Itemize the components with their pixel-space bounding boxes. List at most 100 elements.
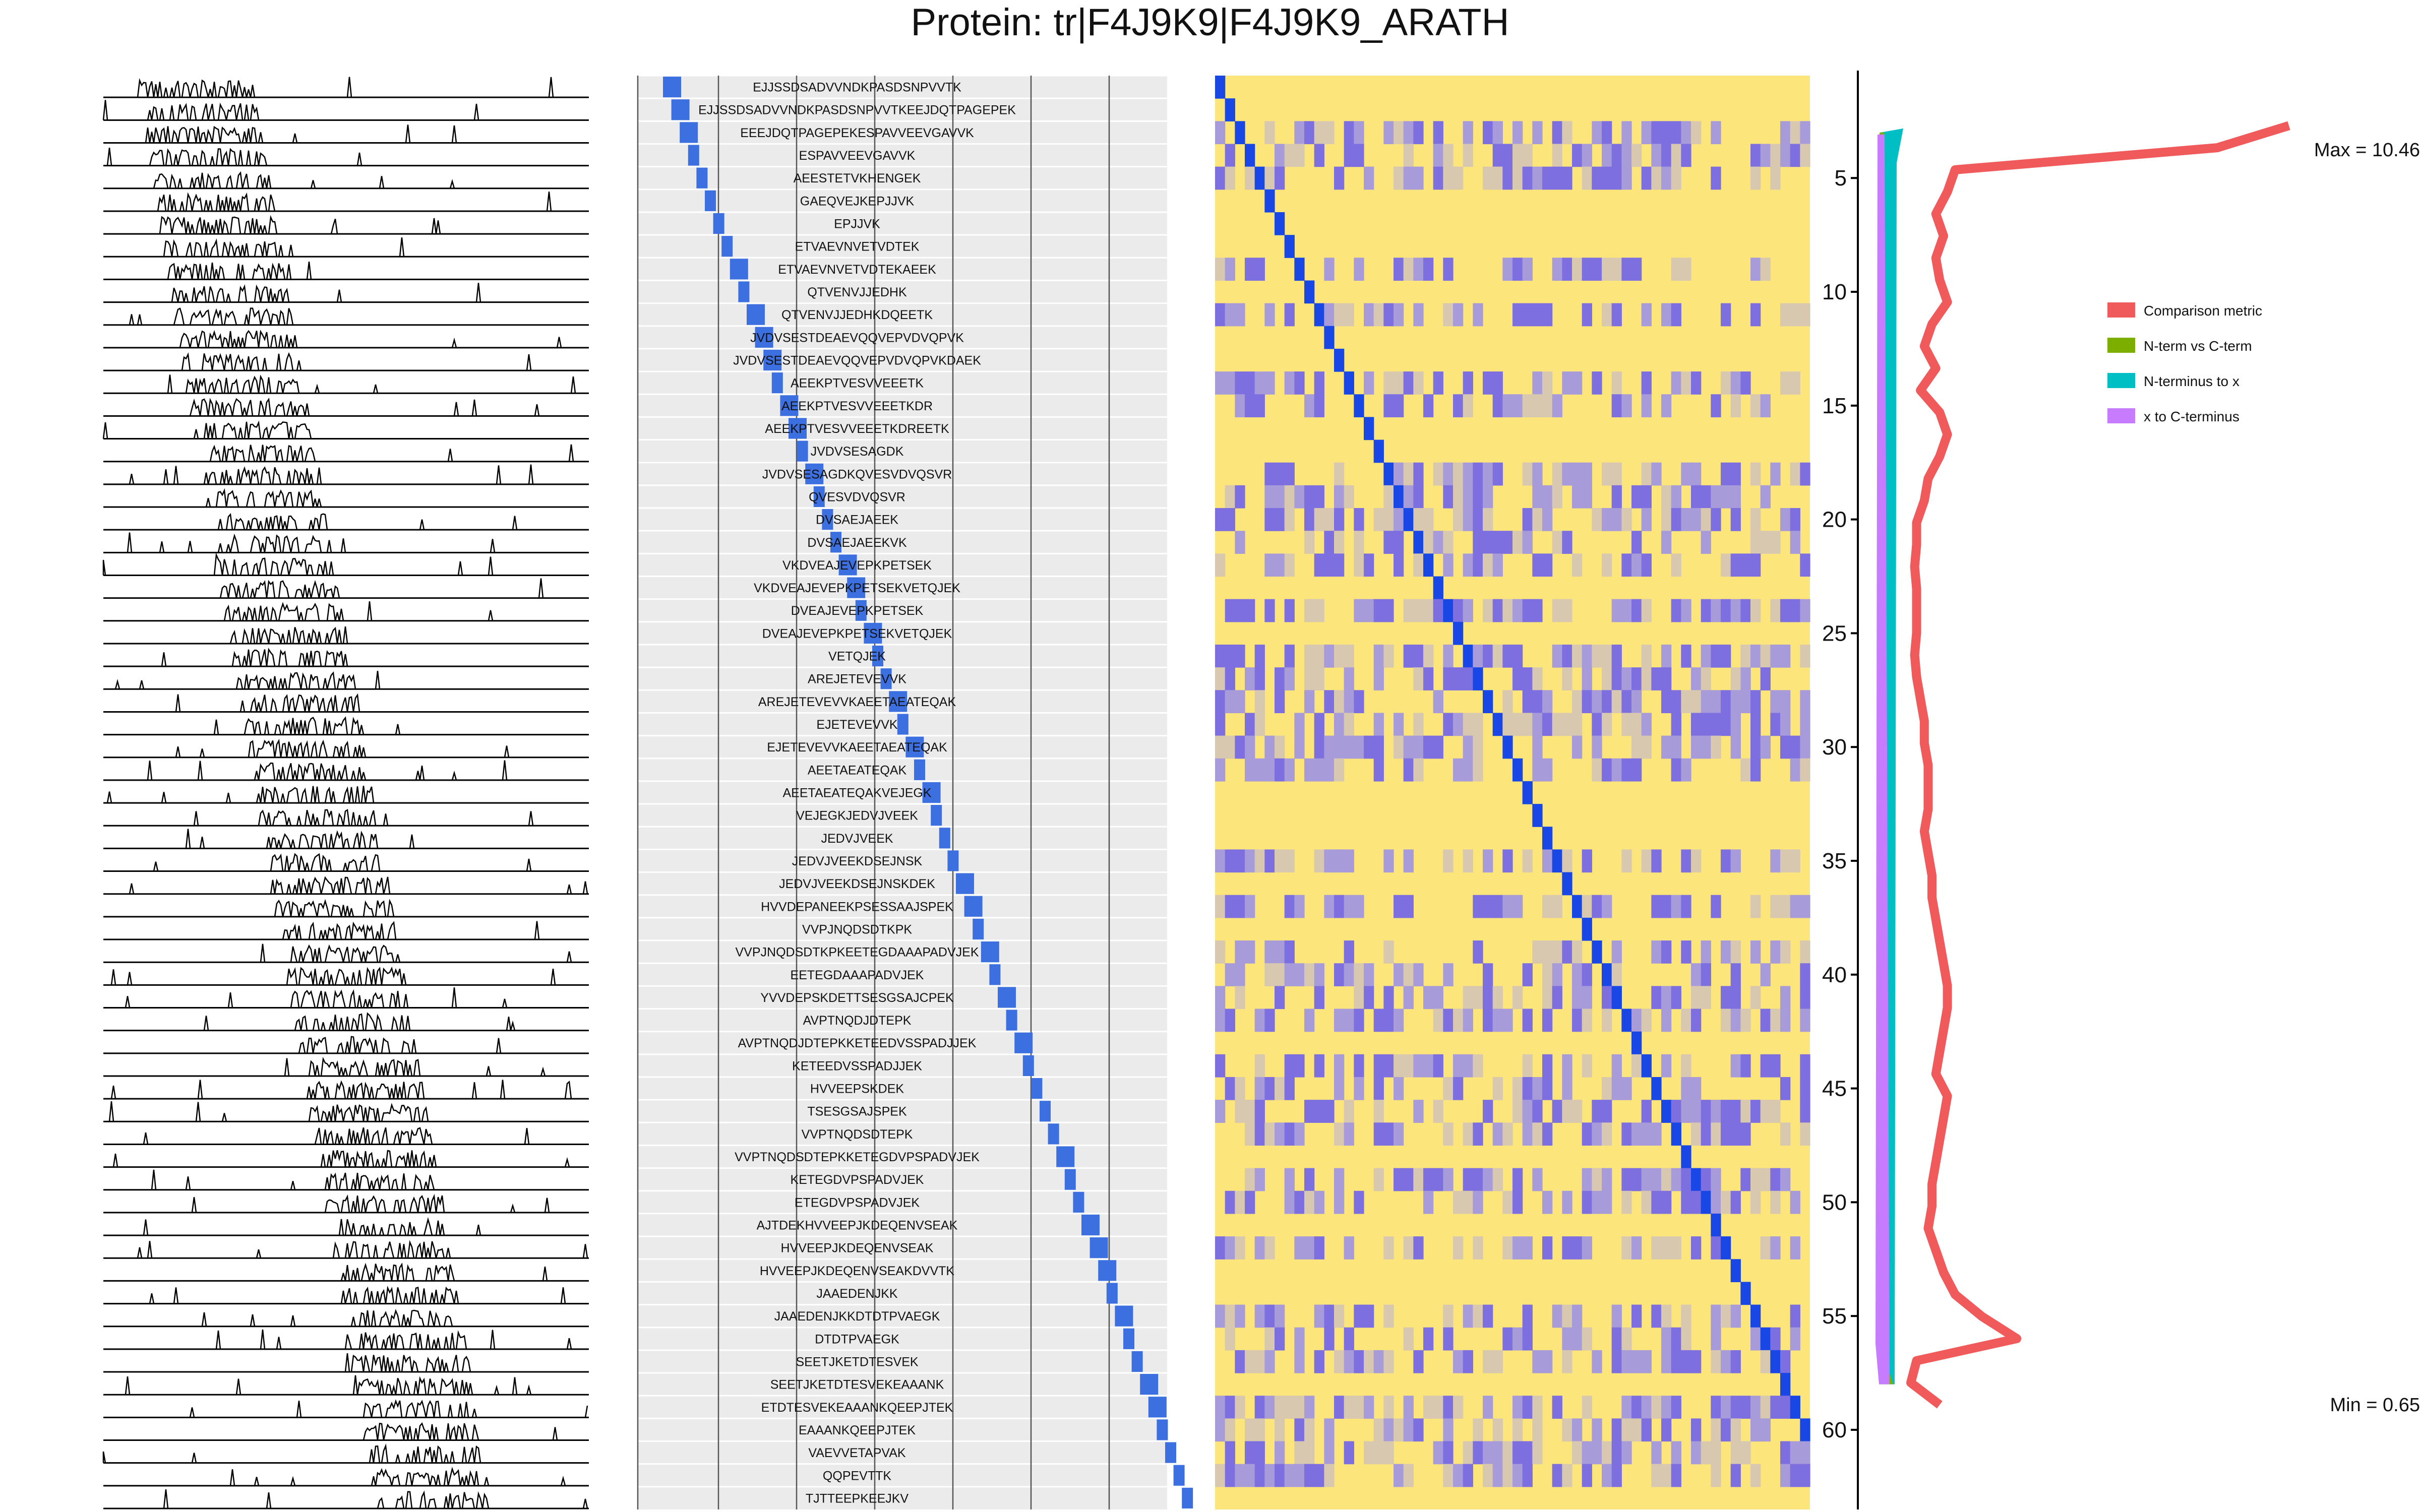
heatmap-cell — [1592, 1100, 1602, 1123]
heatmap-cell — [1394, 1054, 1404, 1078]
heatmap-cell — [1403, 986, 1414, 1010]
heatmap-cell — [1681, 599, 1691, 622]
heatmap-cell — [1572, 1009, 1583, 1032]
heatmap-cell — [1264, 508, 1275, 531]
heatmap-cell — [1364, 986, 1374, 1010]
heatmap-cell — [1661, 1236, 1672, 1259]
heatmap-cell — [1562, 1464, 1572, 1487]
heatmap-cell — [1681, 1009, 1691, 1032]
heatmap-cell — [1433, 371, 1443, 395]
heatmap-cell — [1284, 1190, 1295, 1214]
heatmap-cell — [1641, 371, 1652, 395]
heatmap-cell — [1304, 1009, 1315, 1032]
heatmap-cell — [1681, 1145, 1691, 1169]
peptide-coverage-bar — [947, 850, 959, 871]
heatmap-cell — [1800, 940, 1810, 964]
heatmap-cell — [1334, 1009, 1345, 1032]
heatmap-cell — [1334, 849, 1345, 873]
heatmap-cell — [1492, 462, 1503, 486]
heatmap-cell — [1413, 735, 1424, 759]
heatmap-cell — [1661, 1350, 1672, 1373]
heatmap-cell — [1383, 849, 1394, 873]
heatmap-cell — [1334, 735, 1345, 759]
heatmap-cell — [1463, 1009, 1473, 1032]
heatmap-cell — [1225, 1009, 1235, 1032]
heatmap-cell — [1314, 1236, 1324, 1259]
heatmap-cell — [1721, 1396, 1731, 1419]
heatmap-cell — [1245, 895, 1255, 918]
heatmap-cell — [1225, 303, 1235, 327]
heatmap-cell — [1621, 758, 1632, 782]
heatmap-cell — [1721, 644, 1731, 668]
heatmap-cell — [1502, 735, 1513, 759]
heatmap-cell — [1760, 1009, 1771, 1032]
heatmap-cell — [1760, 485, 1771, 509]
heatmap-cell — [1492, 713, 1503, 736]
heatmap-cell — [1473, 1236, 1483, 1259]
profile-trace — [103, 124, 587, 144]
heatmap-cell — [1621, 144, 1632, 167]
heatmap-cell — [1473, 986, 1483, 1010]
heatmap-cell — [1264, 485, 1275, 509]
heatmap-cell — [1721, 1350, 1731, 1373]
heatmap-cell — [1453, 1009, 1464, 1032]
peptide-coverage-bar — [1056, 1146, 1075, 1167]
heatmap-cell — [1661, 1190, 1672, 1214]
heatmap-cell — [1582, 303, 1592, 327]
heatmap-cell — [1383, 1350, 1394, 1373]
heatmap-cell — [1532, 1077, 1543, 1100]
heatmap-cell — [1275, 553, 1285, 577]
heatmap-cell — [1423, 508, 1434, 531]
heatmap-cell — [1314, 644, 1324, 668]
heatmap-cell — [1542, 963, 1553, 986]
heatmap-cell — [1254, 1304, 1265, 1328]
heatmap-cell — [1721, 303, 1731, 327]
profile-trace — [103, 601, 587, 622]
heatmap-cell — [1721, 1122, 1731, 1146]
heatmap-cell — [1334, 758, 1345, 782]
heatmap-cell — [1681, 758, 1691, 782]
heatmap-cell — [1413, 758, 1424, 782]
heatmap-cell — [1681, 644, 1691, 668]
heatmap-cell — [1760, 1396, 1771, 1419]
heatmap-cell — [1344, 963, 1354, 986]
heatmap-cell — [1661, 121, 1672, 145]
heatmap-cell — [1681, 895, 1691, 918]
profile-trace — [103, 1489, 588, 1509]
heatmap-cell — [1701, 485, 1711, 509]
heatmap-cell — [1542, 371, 1553, 395]
heatmap-cell — [1641, 644, 1652, 668]
heatmap-cell — [1760, 531, 1771, 554]
heatmap-cell — [1582, 166, 1592, 190]
heatmap-cell — [1453, 462, 1464, 486]
heatmap-cell — [1463, 1464, 1473, 1487]
heatmap-cell — [1275, 690, 1285, 714]
heatmap-cell — [1611, 144, 1622, 167]
peptide-coverage-bar — [696, 167, 708, 188]
heatmap-cell — [1552, 394, 1562, 417]
heatmap-cell — [1711, 485, 1721, 509]
heatmap-cell — [1661, 166, 1672, 190]
heatmap-cell — [1770, 940, 1781, 964]
heatmap-cell — [1304, 508, 1315, 531]
heatmap-cell — [1770, 1396, 1781, 1419]
heatmap-cell — [1671, 1122, 1681, 1146]
heatmap-cell — [1403, 644, 1414, 668]
heatmap-cell — [1324, 258, 1335, 281]
heatmap-cell — [1383, 462, 1394, 486]
heatmap-cell — [1314, 713, 1324, 736]
heatmap-cell — [1730, 667, 1741, 690]
heatmap-cell — [1691, 462, 1702, 486]
heatmap-cell — [1304, 1441, 1315, 1465]
heatmap-cell — [1304, 280, 1315, 304]
heatmap-cell — [1800, 1077, 1810, 1100]
heatmap-cell — [1383, 394, 1394, 417]
heatmap-cell — [1275, 1418, 1285, 1442]
heatmap-cell — [1235, 1190, 1245, 1214]
heatmap-cell — [1254, 1464, 1265, 1487]
profile-trace — [103, 1286, 587, 1304]
heatmap-cell — [1225, 667, 1235, 690]
heatmap-cell — [1245, 1350, 1255, 1373]
heatmap-cell — [1552, 940, 1562, 964]
peptide-coverage-bar — [1081, 1214, 1100, 1236]
